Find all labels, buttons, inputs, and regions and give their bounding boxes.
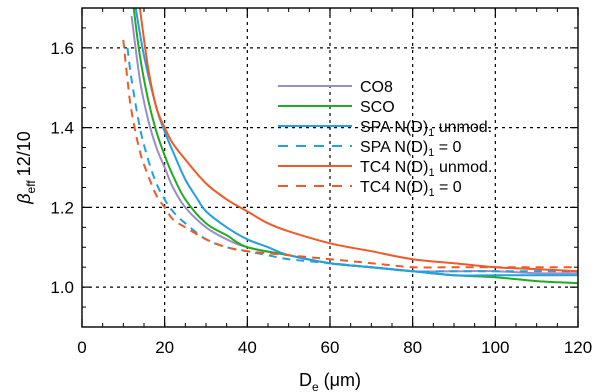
series-line-3 [134,8,578,277]
x-axis-label: De (μm) [299,370,361,392]
legend-label-5: TC4 N(D)1 unmod. [360,159,492,179]
legend-label-4: SPA N(D)1 = 0 [360,139,462,159]
y-tick-label: 1.4 [50,119,74,138]
x-axis-label-subscript: e [312,380,319,392]
series-lines [122,8,578,285]
legend-label-6: TC4 N(D)1 = 0 [360,179,462,199]
x-tick-label: 40 [238,338,257,357]
y-tick-label: 1.2 [50,198,74,217]
series-line-4 [126,47,578,273]
x-axis-label-unit: (μm) [319,370,361,390]
x-tick-label: 100 [481,338,509,357]
x-tick-label: 20 [155,338,174,357]
legend-label-2: SCO [360,99,395,116]
x-tick-label: 0 [77,338,86,357]
y-axis-label-subscript: eff [24,180,38,194]
y-axis-label-main: β [14,193,34,204]
series-line-5 [138,8,578,273]
y-axis-label: βeff 12/10 [14,131,38,204]
y-axis-label-rest: 12/10 [14,131,34,176]
axis-ticks: 0 20 40 60 80 100 120 1.0 1.2 1.4 1.6 [50,8,592,357]
x-tick-label: 80 [403,338,422,357]
x-axis-label-main: D [299,370,312,390]
y-tick-label: 1.6 [50,39,74,58]
x-tick-label: 60 [321,338,340,357]
legend-label-3: SPA N(D)1 unmod. [360,119,492,139]
x-tick-label: 120 [564,338,592,357]
series-line-6 [122,39,578,269]
y-tick-label: 1.0 [50,278,74,297]
legend-label-1: CO8 [360,79,393,96]
grid-lines [82,8,578,327]
